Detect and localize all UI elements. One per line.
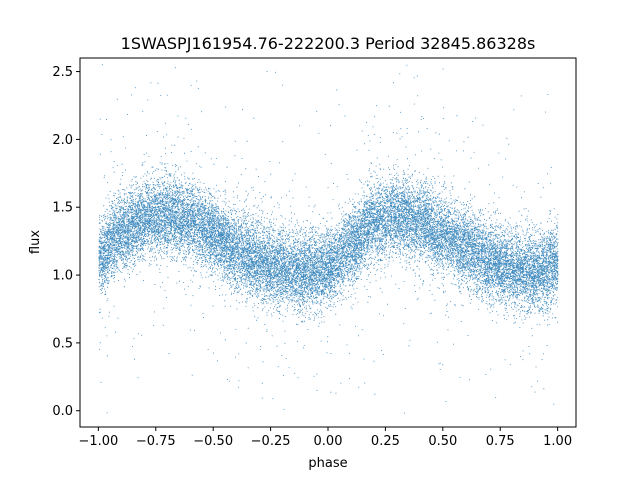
y-tick-label: 1.0 <box>52 269 73 284</box>
x-tick-label: 1.00 <box>543 434 572 449</box>
chart-title: 1SWASPJ161954.76-222200.3 Period 32845.8… <box>121 34 536 53</box>
y-tick-label: 0.0 <box>52 404 73 419</box>
plot-frame <box>79 57 577 428</box>
y-tick-label: 2.0 <box>52 133 73 148</box>
x-axis: −1.00 −0.75 −0.50 −0.25 0.00 0.25 0.50 0.75 1.00 <box>78 427 572 449</box>
x-tick-label: −0.50 <box>193 434 233 449</box>
x-tick-label: 0.00 <box>314 434 343 449</box>
y-tick-label: 0.5 <box>52 336 73 351</box>
x-tick-label: 0.25 <box>371 434 400 449</box>
y-tick-label: 1.5 <box>52 201 73 216</box>
x-tick-label: 0.50 <box>428 434 457 449</box>
scatter-point-cloud <box>98 64 559 414</box>
y-axis: 0.0 0.5 1.0 1.5 2.0 2.5 <box>52 65 80 419</box>
x-tick-label: −1.00 <box>78 434 118 449</box>
y-axis-label: flux <box>28 230 43 254</box>
x-tick-label: −0.75 <box>136 434 176 449</box>
y-tick-label: 2.5 <box>52 65 73 80</box>
x-axis-label: phase <box>308 456 347 471</box>
scatter-points <box>98 64 559 414</box>
x-tick-label: 0.75 <box>486 434 515 449</box>
x-tick-label: −0.25 <box>251 434 291 449</box>
